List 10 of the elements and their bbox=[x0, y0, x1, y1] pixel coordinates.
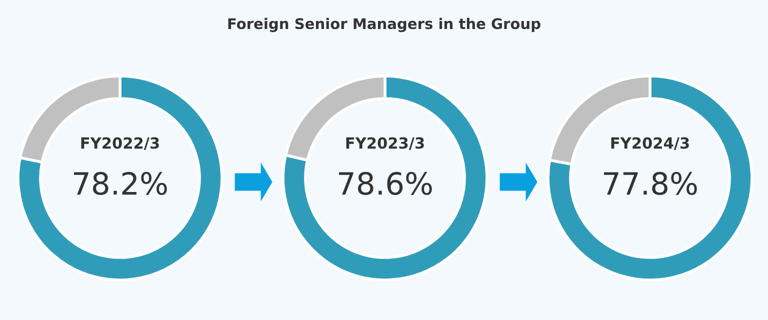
donut-slice bbox=[16, 74, 224, 282]
donut-slice bbox=[282, 74, 488, 282]
data-label: 77.8% bbox=[604, 172, 697, 196]
text: FY2022/3 bbox=[81, 137, 159, 150]
data-label: 78.2% bbox=[74, 172, 167, 196]
text: FY2023/3 bbox=[346, 137, 424, 150]
donut-slice bbox=[546, 74, 754, 282]
text: FY2024/3 bbox=[611, 137, 689, 150]
data-label: 78.6% bbox=[338, 172, 432, 196]
text: Foreign Senior Managers in the Group bbox=[228, 18, 540, 32]
